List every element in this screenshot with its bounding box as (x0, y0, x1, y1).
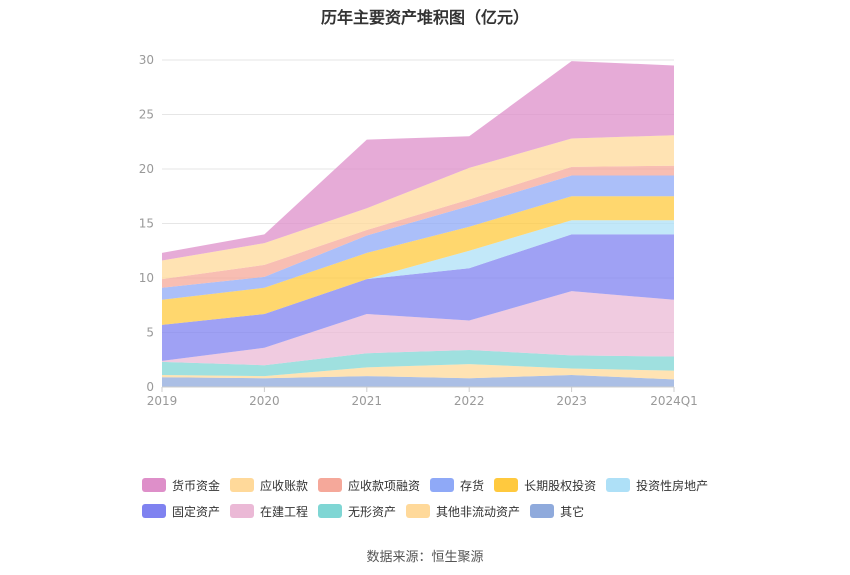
legend-swatch (406, 504, 431, 518)
y-tick-label: 5 (146, 326, 154, 340)
legend-row: 固定资产 在建工程 无形资产 其他非流动资产 其它 (142, 498, 742, 524)
legend-swatch (142, 504, 166, 518)
y-tick-label: 0 (146, 380, 154, 394)
axes: 0 5 10 15 20 25 30 2019 2020 2021 2022 2023 2024Q1 (139, 53, 698, 408)
legend-row: 货币资金 应收账款 应收款项融资 存货 长期股权投资 投资性房地产 (142, 472, 742, 498)
legend-label: 存货 (460, 478, 485, 493)
legend-label: 其他非流动资产 (436, 504, 521, 519)
y-tick-label: 20 (139, 162, 154, 176)
legend-label: 在建工程 (260, 504, 309, 519)
legend-label: 应收账款 (260, 478, 309, 493)
legend-item[interactable]: 其它 (530, 503, 584, 520)
legend: 货币资金 应收账款 应收款项融资 存货 长期股权投资 投资性房地产固定资产 在建工程 无形资产… (142, 472, 742, 524)
legend-item[interactable]: 投资性房地产 (606, 477, 708, 494)
legend-item[interactable]: 货币资金 (142, 477, 220, 494)
legend-item[interactable]: 在建工程 (230, 503, 308, 520)
legend-item[interactable]: 长期股权投资 (494, 477, 596, 494)
x-tick-label: 2022 (454, 394, 485, 408)
legend-item[interactable]: 其他非流动资产 (406, 503, 520, 520)
y-tick-label: 15 (139, 217, 154, 231)
x-tick-label: 2019 (147, 394, 178, 408)
legend-swatch (230, 478, 255, 492)
legend-label: 固定资产 (172, 504, 221, 519)
x-tick-label: 2020 (249, 394, 280, 408)
legend-swatch (430, 478, 455, 492)
area-存货[interactable] (162, 175, 674, 300)
legend-swatch (318, 478, 343, 492)
legend-label: 其它 (560, 504, 585, 519)
area-无形资产[interactable] (162, 349, 674, 377)
area-固定资产[interactable] (162, 234, 674, 361)
legend-item[interactable]: 应收账款 (230, 477, 308, 494)
legend-item[interactable]: 存货 (430, 477, 484, 494)
y-tick-label: 10 (139, 271, 154, 285)
legend-item[interactable]: 应收款项融资 (318, 477, 420, 494)
area-长期股权投资[interactable] (162, 196, 674, 325)
legend-label: 无形资产 (348, 504, 397, 519)
y-tick-label: 30 (139, 53, 154, 67)
area-series (162, 61, 674, 387)
area-货币资金[interactable] (162, 61, 674, 261)
legend-label: 货币资金 (172, 478, 221, 493)
area-应收款项融资[interactable] (162, 165, 674, 288)
stacked-area-chart: 0 5 10 15 20 25 30 2019 2020 2021 2022 2023 2024Q1 (139, 53, 698, 408)
chart-title: 历年主要资产堆积图（亿元） (320, 8, 529, 27)
area-其他非流动资产[interactable] (162, 364, 674, 380)
area-在建工程[interactable] (162, 291, 674, 366)
legend-swatch (318, 504, 343, 518)
legend-swatch (530, 504, 555, 518)
area-其它[interactable] (162, 375, 674, 387)
legend-label: 长期股权投资 (524, 478, 597, 493)
legend-label: 应收款项融资 (348, 478, 421, 493)
legend-swatch (494, 478, 519, 492)
area-应收账款[interactable] (162, 135, 674, 280)
legend-label: 投资性房地产 (636, 478, 709, 493)
x-tick-label: 2024Q1 (650, 394, 698, 408)
area-投资性房地产[interactable] (162, 220, 674, 325)
data-source: 数据来源：恒生聚源 (366, 550, 484, 565)
legend-swatch (142, 478, 166, 492)
legend-item[interactable]: 固定资产 (142, 503, 220, 520)
y-tick-label: 25 (139, 108, 154, 122)
legend-item[interactable]: 无形资产 (318, 503, 396, 520)
x-tick-label: 2023 (556, 394, 587, 408)
legend-swatch (606, 478, 631, 492)
x-tick-label: 2021 (352, 394, 383, 408)
legend-swatch (230, 504, 255, 518)
